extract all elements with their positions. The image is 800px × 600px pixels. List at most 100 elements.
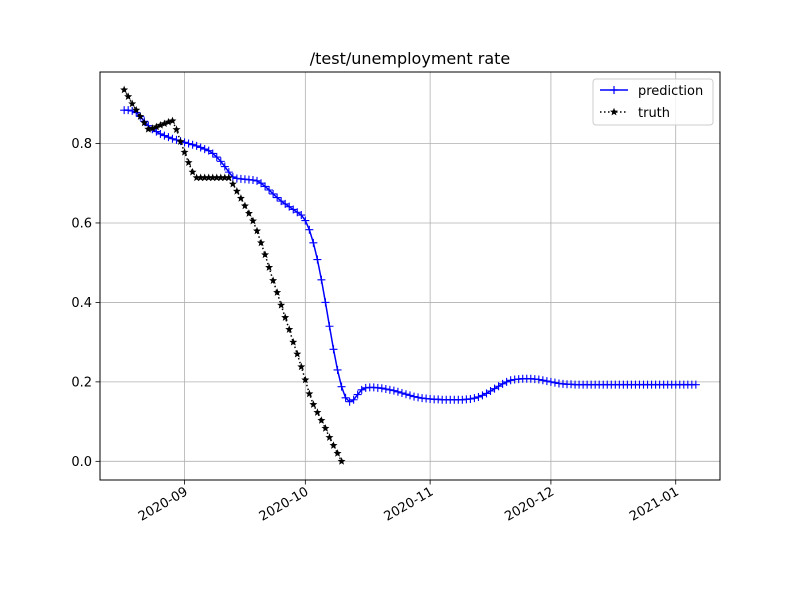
data-point-truth [297,362,306,371]
data-point-prediction [156,129,165,138]
data-point-truth [244,209,253,217]
data-point-prediction [550,378,559,387]
y-tick-label: 0.0 [71,455,92,470]
data-point-prediction [349,395,358,404]
data-point-truth [164,117,173,126]
series-layer [120,85,700,465]
data-point-prediction [546,377,555,386]
data-point-truth [152,122,161,131]
data-point-prediction [269,189,278,198]
y-axis: 0.0 0.2 0.4 0.6 0.8 [71,137,100,470]
data-point-prediction [265,185,274,194]
data-point-prediction [248,176,257,185]
data-point-prediction [285,202,294,211]
data-point-truth [337,457,346,465]
grid-lines [100,72,720,480]
data-point-truth [261,250,270,259]
data-point-prediction [345,397,354,406]
data-point-prediction [389,386,398,395]
data-point-prediction [317,275,326,284]
data-point-prediction [321,298,330,307]
legend-label-prediction: prediction [638,84,703,99]
data-point-truth [216,173,225,182]
data-point-truth [289,337,298,346]
data-point-truth [200,173,209,182]
data-point-truth [120,85,129,94]
legend-marker-prediction [610,86,618,94]
series-truth [120,85,346,465]
data-point-prediction [538,376,547,385]
data-point-prediction [289,205,298,214]
data-point-truth [269,276,278,284]
data-point-prediction [273,193,282,202]
y-tick-label: 0.2 [71,375,92,390]
data-point-prediction [168,134,177,143]
data-point-prediction [542,377,551,386]
data-point-prediction [164,133,173,142]
data-point-prediction [293,208,302,217]
data-point-prediction [406,391,414,400]
data-point-truth [148,124,157,132]
data-point-truth [188,167,197,176]
data-point-truth [253,226,262,235]
data-point-truth [144,125,153,133]
data-point-prediction [377,384,386,393]
data-point-prediction [325,322,334,331]
plot-frame [99,71,721,481]
data-point-truth [293,349,302,358]
data-point-prediction [301,216,310,225]
data-point-prediction [502,377,511,386]
data-point-prediction [204,146,213,155]
data-point-truth [236,194,245,202]
data-point-truth [176,137,185,145]
data-point-prediction [393,387,402,396]
data-point-prediction [385,385,394,394]
data-point-truth [168,116,177,125]
data-point-truth [228,179,237,188]
data-point-truth [232,186,241,195]
data-point-prediction [397,388,406,397]
chart-title: /test/unemployment rate [310,49,511,68]
data-point-truth [240,201,249,210]
data-point-truth [281,313,290,321]
data-point-prediction [486,387,495,396]
data-point-truth [132,105,141,114]
data-point-truth [160,119,169,128]
data-point-prediction [216,157,225,166]
data-point-prediction [196,143,205,152]
data-point-prediction [341,393,350,402]
y-tick-label: 0.8 [71,137,92,152]
data-point-prediction [208,149,217,158]
y-tick-label: 0.4 [71,296,92,311]
data-point-truth [273,288,282,296]
data-point-prediction [482,389,491,398]
data-point-truth [325,433,334,441]
data-point-truth [172,125,181,133]
data-point-truth [212,173,221,182]
data-point-truth [257,238,266,247]
data-point-truth [208,173,217,182]
data-point-prediction [470,394,479,403]
data-point-prediction [297,211,306,220]
data-point-prediction [253,176,262,185]
data-point-truth [220,173,229,182]
data-point-truth [317,416,326,424]
data-point-truth [140,118,149,127]
data-point-truth [333,449,342,457]
data-point-prediction [474,392,483,401]
data-point-truth [180,148,189,156]
legend-label-truth: truth [638,106,670,121]
data-point-truth [277,301,286,309]
data-point-truth [248,216,257,225]
data-point-truth [156,121,165,129]
y-tick-label: 0.6 [71,216,92,231]
data-point-prediction [160,131,169,140]
data-point-prediction [333,365,342,374]
data-point-prediction [337,382,346,391]
data-point-prediction [534,375,543,384]
data-point-prediction [281,199,290,208]
data-point-prediction [381,385,390,394]
data-point-prediction [498,379,507,388]
data-point-truth [309,400,318,408]
